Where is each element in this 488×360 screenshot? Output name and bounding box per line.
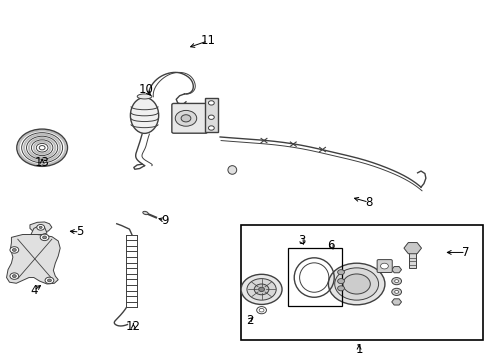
- Text: 7: 7: [461, 246, 468, 259]
- Circle shape: [258, 287, 264, 292]
- Text: 11: 11: [200, 34, 215, 48]
- Circle shape: [10, 273, 19, 279]
- Circle shape: [342, 274, 369, 294]
- Circle shape: [47, 279, 51, 282]
- Circle shape: [394, 291, 398, 293]
- Circle shape: [208, 126, 214, 130]
- Circle shape: [241, 274, 282, 305]
- Bar: [204, 98, 218, 132]
- Circle shape: [37, 225, 44, 230]
- Circle shape: [391, 278, 401, 285]
- Bar: [288, 248, 341, 306]
- Circle shape: [12, 248, 16, 251]
- Circle shape: [337, 279, 344, 284]
- Polygon shape: [30, 222, 52, 233]
- Bar: [408, 252, 415, 268]
- Circle shape: [40, 234, 49, 240]
- Text: 10: 10: [138, 83, 153, 96]
- Circle shape: [254, 284, 268, 295]
- Polygon shape: [31, 226, 47, 234]
- Text: 12: 12: [125, 320, 141, 333]
- Text: 9: 9: [161, 214, 168, 227]
- Bar: [240, 225, 483, 339]
- Circle shape: [42, 236, 46, 239]
- Ellipse shape: [130, 98, 158, 134]
- Text: 4: 4: [30, 284, 38, 297]
- Circle shape: [337, 286, 344, 291]
- Circle shape: [328, 263, 384, 305]
- Text: 6: 6: [327, 239, 334, 252]
- Circle shape: [391, 288, 401, 296]
- Circle shape: [208, 101, 214, 105]
- Circle shape: [39, 226, 42, 228]
- FancyBboxPatch shape: [171, 103, 207, 133]
- Ellipse shape: [142, 211, 148, 215]
- Polygon shape: [6, 234, 60, 284]
- Circle shape: [10, 247, 19, 253]
- Circle shape: [12, 275, 16, 278]
- Text: 5: 5: [76, 225, 83, 238]
- Circle shape: [394, 280, 398, 283]
- Circle shape: [334, 268, 378, 300]
- Circle shape: [337, 270, 344, 275]
- Text: 13: 13: [35, 156, 49, 169]
- Ellipse shape: [137, 94, 152, 99]
- FancyBboxPatch shape: [376, 260, 391, 273]
- Ellipse shape: [227, 166, 236, 174]
- Text: 2: 2: [245, 314, 253, 327]
- Circle shape: [175, 111, 196, 126]
- Text: 3: 3: [297, 234, 305, 247]
- Circle shape: [45, 277, 54, 284]
- Circle shape: [380, 263, 387, 269]
- Circle shape: [181, 115, 190, 122]
- Text: 8: 8: [365, 196, 372, 209]
- Circle shape: [246, 279, 276, 300]
- Text: 1: 1: [355, 343, 362, 356]
- Circle shape: [208, 115, 214, 120]
